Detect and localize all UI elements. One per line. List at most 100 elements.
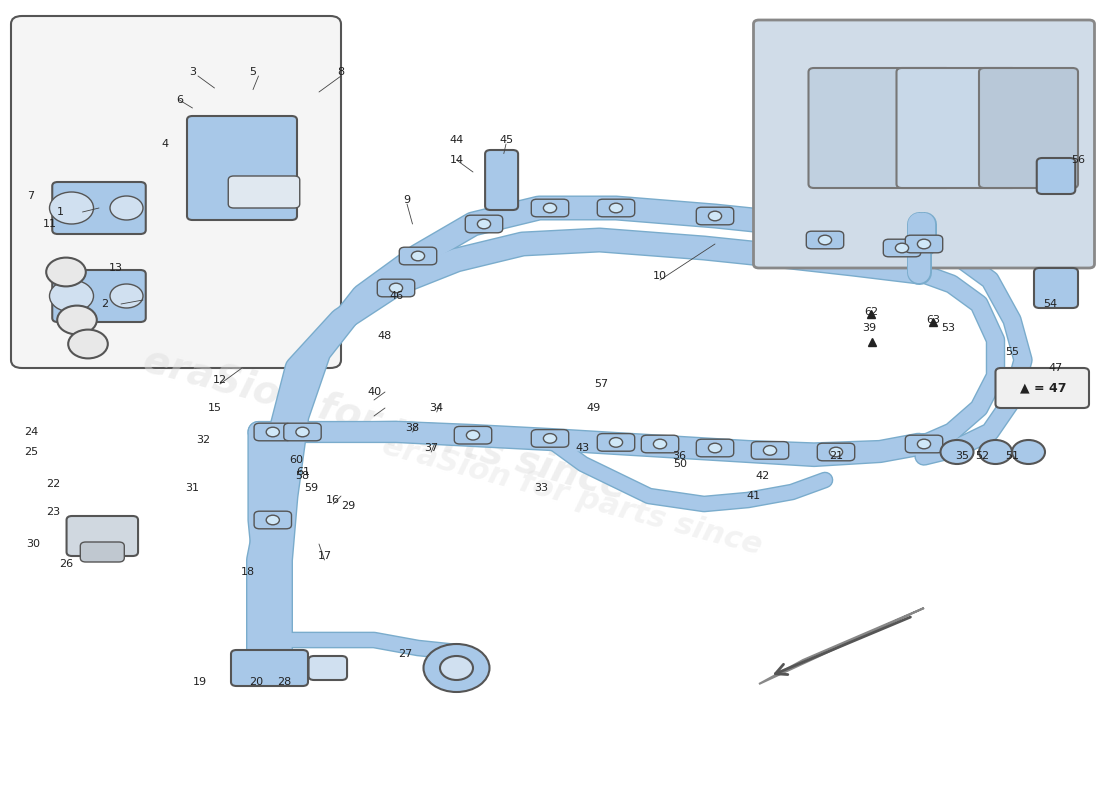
- Text: 8: 8: [338, 67, 344, 77]
- Text: 22: 22: [46, 479, 59, 489]
- Text: 52: 52: [976, 451, 989, 461]
- Circle shape: [477, 219, 491, 229]
- Circle shape: [708, 443, 722, 453]
- Circle shape: [543, 203, 557, 213]
- Text: 31: 31: [186, 483, 199, 493]
- Text: 28: 28: [277, 677, 290, 686]
- Text: 40: 40: [367, 387, 381, 397]
- Text: 11: 11: [43, 219, 56, 229]
- Text: 44: 44: [450, 135, 463, 145]
- Circle shape: [940, 440, 974, 464]
- FancyBboxPatch shape: [531, 430, 569, 447]
- Text: 19: 19: [194, 677, 207, 686]
- FancyBboxPatch shape: [229, 176, 299, 208]
- Text: 7: 7: [28, 191, 34, 201]
- Text: 14: 14: [450, 155, 463, 165]
- FancyBboxPatch shape: [284, 423, 321, 441]
- Text: 24: 24: [24, 427, 37, 437]
- FancyBboxPatch shape: [905, 235, 943, 253]
- Circle shape: [296, 427, 309, 437]
- FancyBboxPatch shape: [531, 199, 569, 217]
- Text: 18: 18: [241, 567, 254, 577]
- FancyBboxPatch shape: [485, 150, 518, 210]
- Text: 56: 56: [1071, 155, 1085, 165]
- FancyBboxPatch shape: [979, 68, 1078, 188]
- Text: 51: 51: [1005, 451, 1019, 461]
- Text: 30: 30: [26, 539, 40, 549]
- FancyBboxPatch shape: [754, 20, 1094, 268]
- Text: 3: 3: [189, 67, 196, 77]
- Text: 10: 10: [653, 271, 667, 281]
- FancyBboxPatch shape: [905, 435, 943, 453]
- Circle shape: [917, 239, 931, 249]
- FancyArrowPatch shape: [776, 617, 911, 674]
- FancyBboxPatch shape: [996, 368, 1089, 408]
- Text: 5: 5: [250, 67, 256, 77]
- Text: 59: 59: [305, 483, 318, 493]
- FancyBboxPatch shape: [308, 656, 348, 680]
- Text: 43: 43: [576, 443, 590, 453]
- FancyBboxPatch shape: [11, 16, 341, 368]
- FancyBboxPatch shape: [187, 116, 297, 220]
- FancyBboxPatch shape: [53, 182, 145, 234]
- Circle shape: [653, 439, 667, 449]
- Text: 38: 38: [406, 423, 419, 433]
- Text: 50: 50: [673, 459, 686, 469]
- Text: 48: 48: [378, 331, 392, 341]
- FancyBboxPatch shape: [231, 650, 308, 686]
- Circle shape: [110, 196, 143, 220]
- Text: 33: 33: [535, 483, 548, 493]
- FancyBboxPatch shape: [808, 68, 952, 188]
- Text: 13: 13: [109, 263, 122, 273]
- Text: 58: 58: [296, 471, 309, 481]
- FancyBboxPatch shape: [53, 270, 145, 322]
- FancyBboxPatch shape: [641, 435, 679, 453]
- FancyBboxPatch shape: [465, 215, 503, 233]
- FancyBboxPatch shape: [806, 231, 844, 249]
- Text: 46: 46: [389, 291, 403, 301]
- Circle shape: [818, 235, 832, 245]
- FancyBboxPatch shape: [80, 542, 124, 562]
- Text: 53: 53: [942, 323, 955, 333]
- Circle shape: [829, 447, 843, 457]
- FancyBboxPatch shape: [454, 426, 492, 444]
- Text: 49: 49: [587, 403, 601, 413]
- Circle shape: [466, 430, 480, 440]
- Circle shape: [389, 283, 403, 293]
- FancyBboxPatch shape: [254, 511, 292, 529]
- Text: eraSion for parts since: eraSion for parts since: [378, 431, 766, 561]
- Text: 61: 61: [297, 467, 310, 477]
- Circle shape: [895, 243, 909, 253]
- Circle shape: [917, 439, 931, 449]
- Circle shape: [440, 656, 473, 680]
- Circle shape: [609, 438, 623, 447]
- Text: eraSion for parts since: eraSion for parts since: [139, 341, 631, 507]
- Text: 15: 15: [208, 403, 221, 413]
- Text: 26: 26: [59, 559, 73, 569]
- Text: 32: 32: [197, 435, 210, 445]
- Circle shape: [609, 203, 623, 213]
- Polygon shape: [759, 608, 924, 684]
- Text: 63: 63: [926, 315, 939, 325]
- Circle shape: [979, 440, 1012, 464]
- Text: 23: 23: [46, 507, 59, 517]
- Circle shape: [68, 330, 108, 358]
- Text: 47: 47: [1049, 363, 1063, 373]
- Text: 57: 57: [595, 379, 608, 389]
- Circle shape: [110, 284, 143, 308]
- Text: 54: 54: [1044, 299, 1057, 309]
- Text: 17: 17: [318, 551, 331, 561]
- FancyBboxPatch shape: [751, 442, 789, 459]
- Circle shape: [266, 515, 279, 525]
- Text: 34: 34: [430, 403, 443, 413]
- Text: 39: 39: [862, 323, 876, 333]
- Circle shape: [1012, 440, 1045, 464]
- Circle shape: [50, 280, 94, 312]
- Circle shape: [763, 446, 777, 455]
- FancyBboxPatch shape: [597, 434, 635, 451]
- Text: 27: 27: [398, 649, 411, 658]
- Text: 41: 41: [747, 491, 760, 501]
- Text: 2: 2: [101, 299, 108, 309]
- FancyBboxPatch shape: [377, 279, 415, 297]
- Text: 4: 4: [162, 139, 168, 149]
